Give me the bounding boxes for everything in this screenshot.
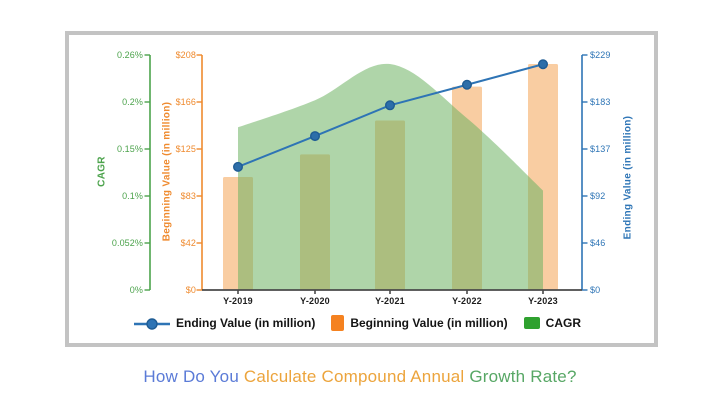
ending-axis-title: Ending Value (in million) <box>622 115 634 240</box>
beginning-tick: $166 <box>175 97 196 107</box>
legend-item-beginning-value: Beginning Value (in million) <box>331 315 508 331</box>
cagr-tick: 0.26% <box>116 50 143 60</box>
beginning-tick: $83 <box>180 191 196 201</box>
ending-tick: $46 <box>590 238 606 248</box>
line-dot-marker-icon <box>133 317 170 330</box>
ending-tick: $137 <box>590 144 611 154</box>
ending-tick: $229 <box>590 50 611 60</box>
beginning-axis-title: Beginning Value (in million) <box>161 101 173 242</box>
x-tick-y2021: Y-2021 <box>375 296 405 306</box>
ending-tick: $183 <box>590 97 611 107</box>
cagr-tick: 0.15% <box>116 144 143 154</box>
x-tick-y2022: Y-2022 <box>452 296 482 306</box>
ending-tick: $0 <box>590 285 601 295</box>
legend-label: Beginning Value (in million) <box>350 316 508 330</box>
cagr-tick: 0% <box>129 285 143 295</box>
title-segment-blue: How Do You <box>143 367 244 386</box>
cagr-axis-title: CAGR <box>96 156 108 187</box>
bar-swatch-icon <box>331 315 345 331</box>
legend-item-ending-value: Ending Value (in million) <box>133 316 316 330</box>
x-tick-y2020: Y-2020 <box>300 296 330 306</box>
title-segment-orange: Calculate Compound Annual <box>243 367 470 386</box>
cagr-tick: 0.1% <box>122 191 143 201</box>
area-swatch-icon <box>523 317 540 329</box>
beginning-tick: $42 <box>180 238 196 248</box>
legend-label: CAGR <box>545 316 582 330</box>
ending-tick: $92 <box>590 191 606 201</box>
beginning-tick: $125 <box>175 144 196 154</box>
beginning-tick: $208 <box>175 50 196 60</box>
x-tick-y2023: Y-2023 <box>528 296 558 306</box>
page-title: How Do You Calculate Compound Annual Gro… <box>0 367 720 387</box>
x-tick-y2019: Y-2019 <box>223 296 253 306</box>
title-segment-green: Growth Rate? <box>469 367 577 386</box>
legend-item-cagr: CAGR <box>523 316 582 330</box>
legend-label: Ending Value (in million) <box>175 316 316 330</box>
beginning-tick: $0 <box>185 285 196 295</box>
cagr-tick: 0.052% <box>111 238 143 248</box>
cagr-tick: 0.2% <box>122 97 143 107</box>
chart-legend: Ending Value (in million) Beginning Valu… <box>65 311 650 335</box>
